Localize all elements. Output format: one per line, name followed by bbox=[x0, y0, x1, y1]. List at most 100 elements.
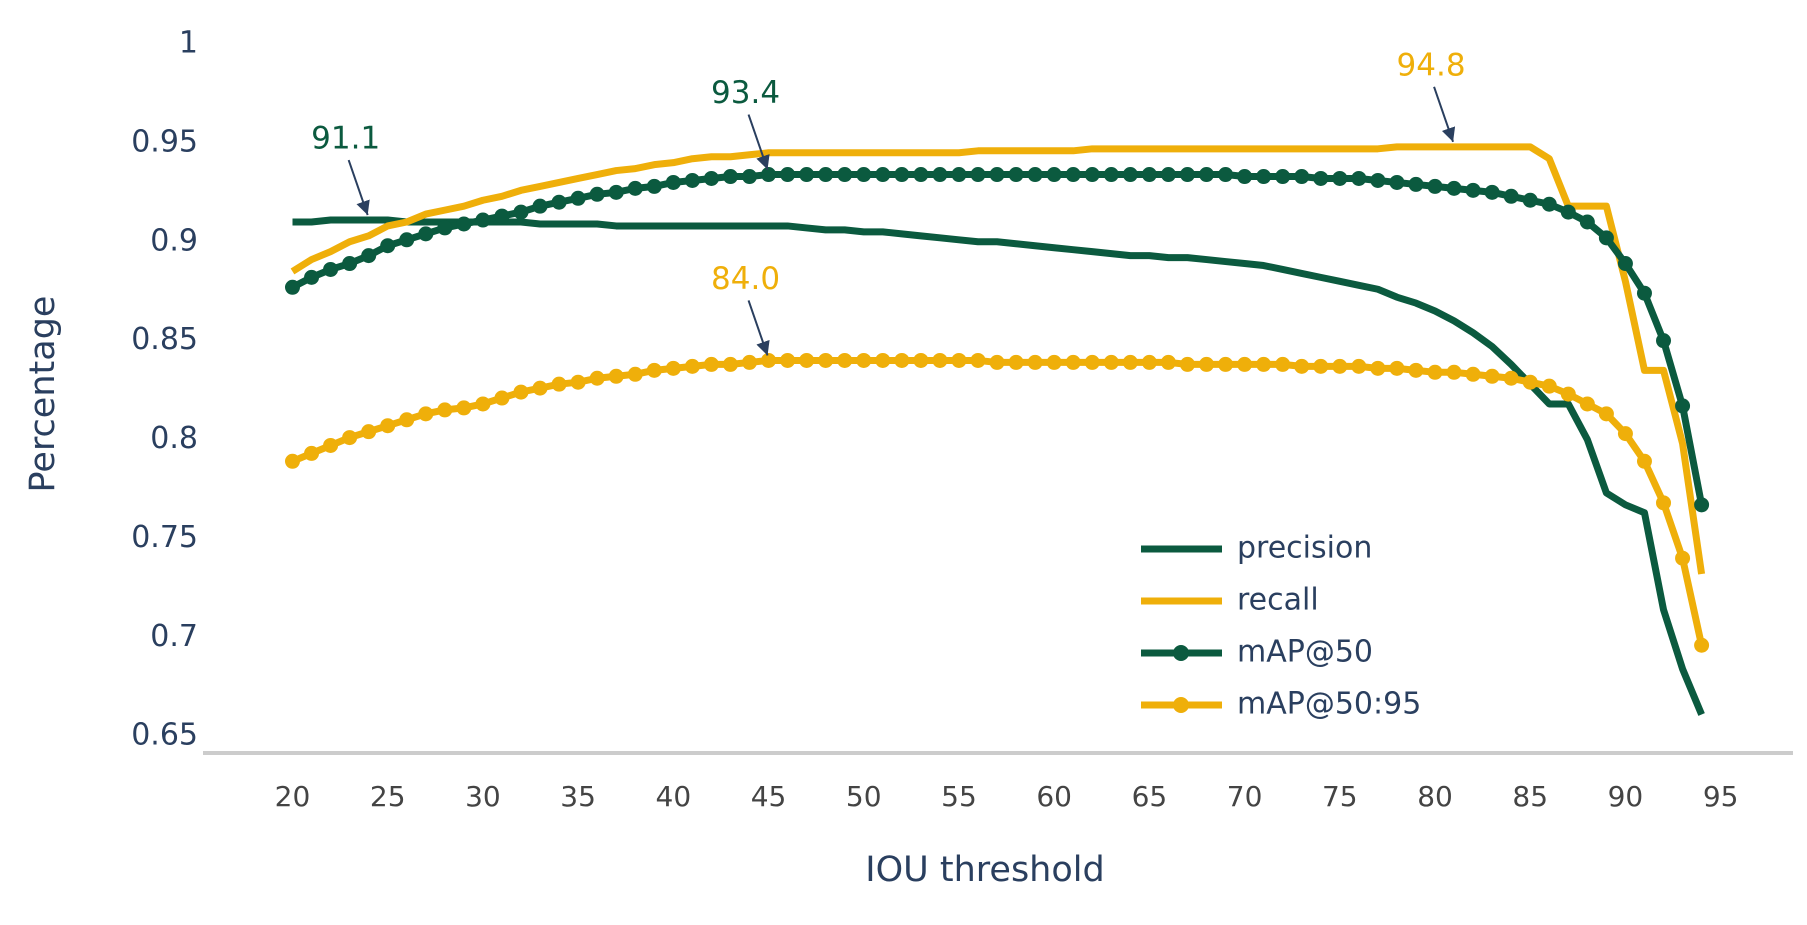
data-point bbox=[932, 167, 948, 183]
legend-label: mAP@50 bbox=[1237, 635, 1373, 670]
data-point bbox=[627, 180, 643, 196]
data-point bbox=[437, 220, 453, 236]
data-point bbox=[304, 445, 320, 461]
data-point bbox=[1008, 167, 1024, 183]
legend-label: precision bbox=[1237, 531, 1372, 566]
data-point bbox=[1065, 354, 1081, 370]
data-point bbox=[742, 354, 758, 370]
data-point bbox=[1522, 192, 1538, 208]
data-point bbox=[437, 402, 453, 418]
data-point bbox=[1579, 214, 1595, 230]
data-point bbox=[703, 170, 719, 186]
data-point bbox=[1579, 396, 1595, 412]
x-tick-label: 85 bbox=[1512, 780, 1548, 813]
data-point bbox=[1560, 204, 1576, 220]
data-point bbox=[1351, 358, 1367, 374]
data-point bbox=[1370, 360, 1386, 376]
data-point bbox=[361, 248, 377, 264]
data-point bbox=[475, 396, 491, 412]
data-point bbox=[665, 360, 681, 376]
legend-marker bbox=[1173, 697, 1189, 713]
data-point bbox=[1256, 169, 1272, 185]
data-point bbox=[1141, 167, 1157, 183]
data-point bbox=[1694, 497, 1710, 513]
y-tick-label: 1 bbox=[179, 26, 198, 61]
data-point bbox=[818, 352, 834, 368]
data-point bbox=[380, 418, 396, 434]
data-point bbox=[494, 390, 510, 406]
data-point bbox=[1656, 333, 1672, 349]
data-point bbox=[684, 358, 700, 374]
x-tick-label: 75 bbox=[1322, 780, 1358, 813]
data-point bbox=[970, 352, 986, 368]
x-tick-label: 20 bbox=[275, 780, 311, 813]
data-point bbox=[646, 362, 662, 378]
data-point bbox=[1122, 354, 1138, 370]
data-point bbox=[932, 352, 948, 368]
data-point bbox=[837, 167, 853, 183]
data-point bbox=[913, 352, 929, 368]
data-point bbox=[1675, 550, 1691, 566]
data-point bbox=[1275, 169, 1291, 185]
data-point bbox=[818, 167, 834, 183]
annotation: 84.0 bbox=[711, 261, 780, 297]
x-tick-label: 95 bbox=[1703, 780, 1739, 813]
data-point bbox=[1046, 354, 1062, 370]
data-point bbox=[875, 352, 891, 368]
annotation-arrow bbox=[1433, 86, 1456, 143]
data-point bbox=[342, 256, 358, 272]
x-tick-label: 25 bbox=[370, 780, 406, 813]
data-point bbox=[1084, 167, 1100, 183]
data-point bbox=[475, 212, 491, 228]
data-point bbox=[608, 184, 624, 200]
data-point bbox=[989, 167, 1005, 183]
x-tick-label: 80 bbox=[1417, 780, 1453, 813]
data-point bbox=[1084, 354, 1100, 370]
data-point bbox=[608, 368, 624, 384]
data-point bbox=[1199, 167, 1215, 183]
data-point bbox=[1598, 406, 1614, 422]
data-point bbox=[1598, 230, 1614, 246]
data-point bbox=[570, 190, 586, 206]
data-point bbox=[951, 167, 967, 183]
annotation-arrow bbox=[747, 300, 770, 356]
legend-label: recall bbox=[1237, 583, 1319, 618]
data-point bbox=[913, 167, 929, 183]
data-point bbox=[780, 167, 796, 183]
data-point bbox=[1370, 172, 1386, 188]
data-point bbox=[399, 232, 415, 248]
data-point bbox=[1294, 358, 1310, 374]
data-point bbox=[1389, 174, 1405, 190]
data-point bbox=[894, 167, 910, 183]
data-point bbox=[361, 424, 377, 440]
data-point bbox=[323, 437, 339, 453]
data-point bbox=[1636, 285, 1652, 301]
data-point bbox=[1351, 170, 1367, 186]
data-point bbox=[1389, 360, 1405, 376]
data-point bbox=[1313, 170, 1329, 186]
data-point bbox=[951, 352, 967, 368]
y-tick-label: 0.95 bbox=[131, 124, 198, 159]
data-point bbox=[418, 406, 434, 422]
data-point bbox=[722, 169, 738, 185]
data-point bbox=[513, 204, 529, 220]
data-point bbox=[1656, 495, 1672, 511]
data-point bbox=[1408, 362, 1424, 378]
data-point bbox=[1408, 176, 1424, 192]
data-point bbox=[284, 453, 300, 469]
data-point bbox=[456, 216, 472, 232]
data-point bbox=[1218, 356, 1234, 372]
x-tick-label: 35 bbox=[560, 780, 596, 813]
data-point bbox=[1541, 196, 1557, 212]
data-point bbox=[1237, 356, 1253, 372]
y-tick-label: 0.7 bbox=[150, 619, 198, 654]
annotation-arrow bbox=[747, 114, 770, 170]
data-point bbox=[1636, 453, 1652, 469]
y-tick-label: 0.9 bbox=[150, 223, 198, 258]
data-point bbox=[1465, 366, 1481, 382]
data-point bbox=[1503, 370, 1519, 386]
data-point bbox=[1122, 167, 1138, 183]
data-point bbox=[589, 186, 605, 202]
data-point bbox=[1541, 378, 1557, 394]
series-line bbox=[290, 143, 1706, 575]
